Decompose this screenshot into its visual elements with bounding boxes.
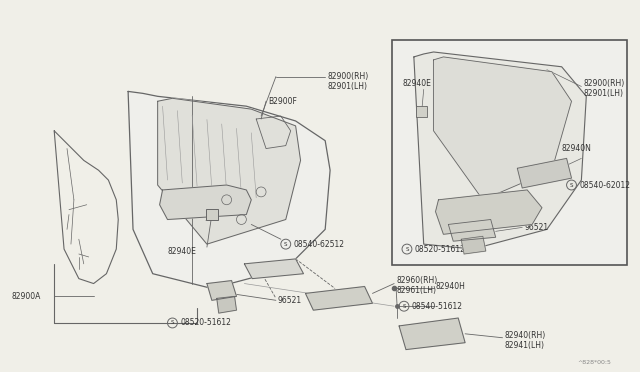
Polygon shape [414, 52, 586, 249]
Text: 08540-62512: 08540-62512 [294, 240, 345, 248]
Bar [206, 209, 218, 221]
Text: 82940H: 82940H [436, 282, 465, 291]
Text: S: S [405, 247, 409, 251]
Text: B2900F: B2900F [268, 97, 297, 106]
Text: 82901(LH): 82901(LH) [327, 82, 367, 91]
Text: 08540-62012: 08540-62012 [579, 180, 630, 189]
Text: 82900(RH): 82900(RH) [583, 79, 625, 88]
Text: 82900(RH): 82900(RH) [327, 72, 369, 81]
Bar [392, 40, 627, 265]
Text: 82900A: 82900A [12, 292, 41, 301]
Polygon shape [433, 57, 572, 200]
Text: 96521: 96521 [278, 296, 302, 305]
Polygon shape [157, 98, 301, 244]
Text: S: S [403, 304, 406, 309]
Polygon shape [399, 318, 465, 350]
Polygon shape [159, 185, 252, 219]
Text: S: S [171, 320, 174, 326]
Text: 08520-51612: 08520-51612 [415, 244, 466, 254]
Text: ^828*00:5: ^828*00:5 [577, 360, 611, 365]
Text: 82940(RH): 82940(RH) [504, 331, 546, 340]
Text: 82940E: 82940E [168, 247, 196, 256]
Polygon shape [244, 259, 303, 279]
Polygon shape [449, 219, 495, 241]
Text: 82940E: 82940E [402, 79, 431, 88]
Text: S: S [570, 183, 573, 187]
Text: 96521: 96521 [524, 223, 548, 232]
Polygon shape [128, 92, 330, 288]
Text: 82941(LH): 82941(LH) [504, 341, 545, 350]
Polygon shape [217, 296, 237, 313]
Text: 82960(RH): 82960(RH) [396, 276, 437, 285]
Polygon shape [207, 280, 237, 300]
Polygon shape [517, 158, 572, 188]
Text: 82940N: 82940N [562, 144, 591, 153]
Text: 82961(LH): 82961(LH) [396, 286, 436, 295]
Text: S: S [284, 242, 287, 247]
Bar [416, 106, 427, 117]
Polygon shape [461, 236, 486, 254]
Polygon shape [436, 190, 542, 234]
Text: 82901(LH): 82901(LH) [583, 89, 623, 98]
Text: 08540-51612: 08540-51612 [412, 302, 463, 311]
Polygon shape [305, 286, 372, 310]
Text: 08520-51612: 08520-51612 [180, 318, 231, 327]
